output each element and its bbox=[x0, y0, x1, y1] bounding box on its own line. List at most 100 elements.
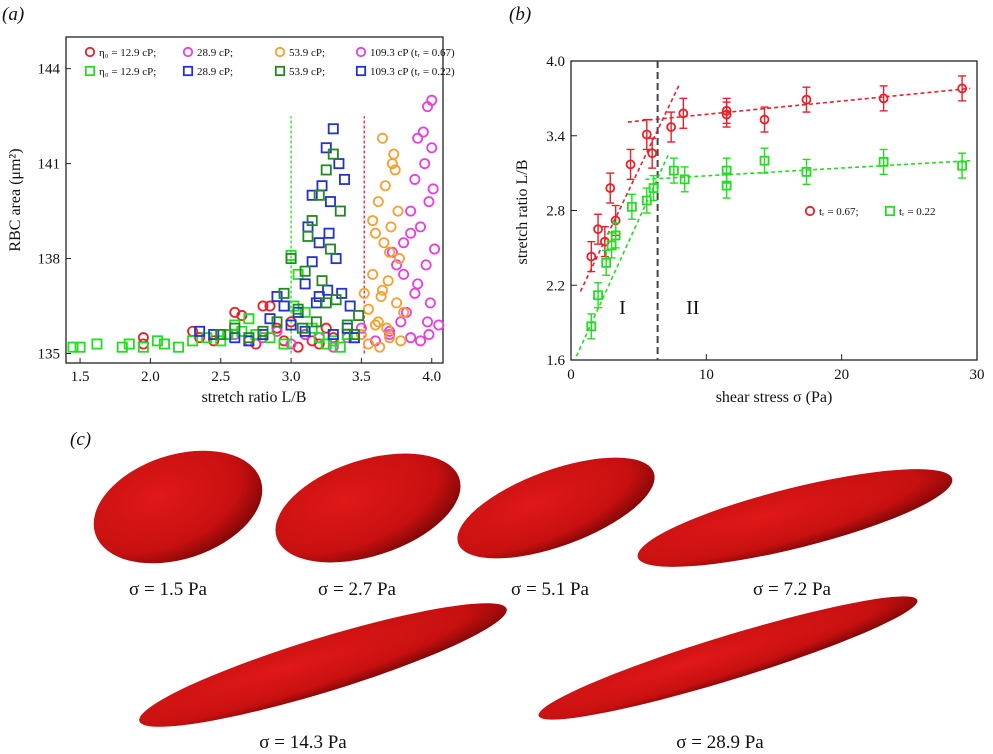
a-data-point bbox=[306, 189, 318, 201]
a-data-point bbox=[330, 294, 342, 306]
a-data-point bbox=[341, 319, 353, 331]
a-data-point bbox=[299, 265, 311, 277]
cell-2: σ = 2.7 Pa bbox=[275, 453, 461, 600]
a-data-point bbox=[333, 158, 345, 170]
a-data-point bbox=[320, 338, 332, 350]
a-legend-label: 53.9 cP; bbox=[289, 66, 325, 78]
b-data-point bbox=[593, 224, 603, 235]
a-data-point bbox=[405, 227, 417, 239]
a-data-point bbox=[285, 319, 297, 331]
cell-5-shape bbox=[139, 603, 507, 727]
chart-b-xlabel: shear stress σ (Pa) bbox=[716, 389, 833, 406]
a-data-point bbox=[74, 341, 86, 353]
a-legend-label: 28.9 cP; bbox=[197, 66, 233, 78]
a-data-point bbox=[327, 341, 339, 353]
a-data-point bbox=[194, 332, 206, 344]
a-data-point bbox=[292, 268, 304, 280]
a-data-point bbox=[379, 180, 391, 192]
a-ytick-label: 141 bbox=[38, 157, 61, 173]
a-data-point bbox=[412, 278, 424, 290]
a-data-point bbox=[313, 338, 325, 350]
a-data-point bbox=[250, 329, 262, 341]
a-data-point bbox=[194, 325, 206, 337]
a-data-point bbox=[398, 306, 410, 318]
cell-4-label: σ = 7.2 Pa bbox=[753, 579, 832, 600]
a-data-point bbox=[243, 313, 255, 325]
a-data-point bbox=[285, 253, 297, 265]
b-legend-marker bbox=[884, 205, 896, 217]
b-fit-line bbox=[645, 159, 971, 181]
a-data-point bbox=[271, 316, 283, 328]
chart-a: 1.5 2.0 2.5 3.0 3.5 4.0 135 138 141 144 η₀ = 12.9… bbox=[7, 36, 455, 406]
a-data-point bbox=[310, 316, 322, 328]
a-data-point bbox=[369, 227, 381, 239]
b-data-point bbox=[610, 230, 621, 241]
a-data-point bbox=[427, 183, 439, 195]
a-data-point bbox=[302, 230, 314, 242]
a-data-point bbox=[158, 338, 170, 350]
a-legend-marker bbox=[84, 65, 96, 77]
a-data-point bbox=[116, 341, 128, 353]
a-data-point bbox=[426, 94, 438, 106]
a-data-point bbox=[316, 275, 328, 287]
cell-2-shape bbox=[275, 453, 461, 563]
a-data-point bbox=[409, 173, 421, 185]
a-data-point bbox=[215, 329, 227, 341]
a-data-point bbox=[420, 259, 432, 271]
a-data-point bbox=[385, 221, 397, 233]
cell-5: σ = 14.3 Pa bbox=[139, 603, 507, 753]
a-xtick-label: 2.0 bbox=[141, 369, 160, 385]
cell-1: σ = 1.5 Pa bbox=[93, 450, 263, 600]
a-data-point bbox=[429, 243, 441, 255]
a-legend-label: 109.3 cP (tᵣ = 0.22) bbox=[370, 66, 455, 78]
a-legend-label: η₀ = 12.9 cP; bbox=[99, 66, 156, 78]
a-data-point bbox=[320, 164, 332, 176]
a-data-point bbox=[173, 341, 185, 353]
a-data-point bbox=[374, 341, 386, 353]
b-data-point bbox=[648, 183, 659, 193]
a-data-point bbox=[264, 300, 276, 312]
b-data-point bbox=[668, 165, 679, 176]
a-data-point bbox=[393, 253, 405, 265]
b-data-point bbox=[878, 93, 889, 104]
a-data-point bbox=[257, 300, 269, 312]
cell-1-shape bbox=[93, 450, 263, 564]
a-data-point bbox=[208, 329, 220, 341]
a-legend-marker bbox=[274, 65, 286, 77]
a-legend-marker bbox=[182, 46, 194, 58]
a-ytick-label: 135 bbox=[38, 347, 61, 363]
a-data-point bbox=[327, 329, 339, 341]
b-data-point bbox=[601, 257, 612, 268]
a-data-point bbox=[320, 142, 332, 154]
b-region-label: II bbox=[686, 297, 699, 319]
cell-3-shape bbox=[457, 457, 655, 559]
a-legend-marker bbox=[182, 65, 194, 77]
a-data-point bbox=[423, 196, 435, 208]
a-data-point bbox=[187, 335, 199, 347]
a-data-point bbox=[322, 284, 334, 296]
b-xtick-label: 10 bbox=[699, 367, 714, 383]
chart-a-legend: η₀ = 12.9 cP; 28.9 cP; 53.9 cP; 109.3 cP (t… bbox=[84, 46, 455, 78]
b-xtick-label: 20 bbox=[834, 367, 849, 383]
a-data-point bbox=[327, 123, 339, 135]
a-data-point bbox=[414, 335, 426, 347]
a-data-point bbox=[353, 310, 365, 322]
a-data-point bbox=[151, 335, 163, 347]
cell-5-label: σ = 14.3 Pa bbox=[259, 732, 347, 753]
chart-a-xlabel: stretch ratio L/B bbox=[202, 389, 307, 406]
b-data-point bbox=[957, 83, 968, 94]
a-data-point bbox=[137, 341, 149, 353]
a-data-point bbox=[369, 319, 381, 331]
a-data-point bbox=[336, 287, 348, 299]
b-region-label: I bbox=[619, 297, 626, 319]
a-legend-label: 109.3 cP (tᵣ = 0.67) bbox=[370, 47, 455, 59]
chart-a-frame bbox=[65, 36, 444, 364]
a-data-point bbox=[327, 148, 339, 160]
a-xtick-label: 3.5 bbox=[352, 369, 371, 385]
a-data-point bbox=[382, 275, 394, 287]
a-data-point bbox=[377, 132, 389, 144]
a-data-point bbox=[381, 322, 393, 334]
cell-1-label: σ = 1.5 Pa bbox=[129, 579, 208, 600]
a-data-point bbox=[323, 227, 335, 239]
b-fit-line bbox=[579, 84, 680, 292]
